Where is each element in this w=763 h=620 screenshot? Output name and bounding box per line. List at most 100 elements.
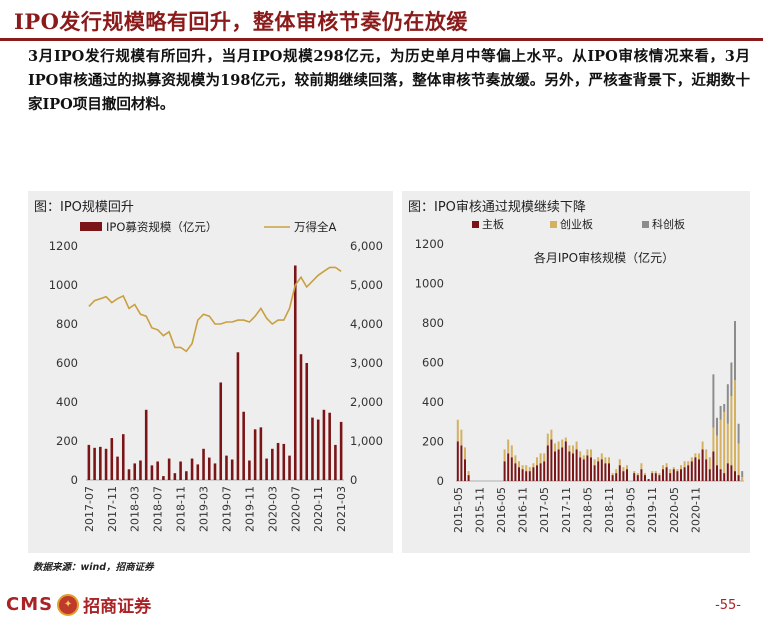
approval-bar-star (719, 405, 722, 420)
approval-bar-chinext (575, 441, 578, 450)
y-tick-label: 2,000 (350, 395, 383, 409)
x-tick-label: 2015-11 (473, 487, 486, 533)
approval-bar-main (665, 467, 668, 481)
y-tick-label: 0 (71, 473, 78, 487)
approval-bar-main (525, 471, 528, 481)
approval-bar-main (597, 461, 600, 481)
approval-bar-chinext (698, 453, 700, 460)
approval-bar-chinext (741, 477, 744, 481)
approval-bar-chinext (737, 443, 740, 476)
y-tick-label: 200 (422, 435, 444, 449)
approval-bar-chinext (464, 447, 466, 460)
approval-bar-chinext (579, 451, 582, 458)
x-tick-label: 2020-11 (689, 487, 702, 533)
x-tick-label: 2018-05 (581, 487, 594, 533)
approval-bar-main (590, 457, 592, 481)
logo-text: CMS (6, 594, 54, 615)
approval-bar-main (647, 479, 650, 481)
chart-subtitle: 各月IPO审核规模（亿元） (534, 250, 674, 265)
y-tick-label: 600 (56, 356, 78, 370)
approval-bar-main (557, 449, 560, 481)
data-source: 数据来源：wind，招商证券 (33, 562, 154, 573)
ipo-bar (104, 448, 108, 480)
x-tick-label: 2017-11 (106, 486, 119, 532)
x-tick-label: 2018-03 (129, 486, 142, 532)
approval-bar-main (561, 447, 564, 481)
ipo-bar (87, 444, 91, 480)
ipo-bar (179, 461, 182, 480)
company-logo: CMS ✦ 招商证券 (6, 592, 151, 617)
approval-bar-chinext (622, 467, 625, 472)
ipo-bar (242, 411, 245, 480)
y-tick-label: 600 (422, 356, 444, 370)
approval-bar-main (672, 469, 675, 481)
y-tick-label: 1000 (49, 278, 78, 292)
approval-bar-main (546, 445, 549, 481)
ipo-bar (127, 469, 131, 480)
ipo-scale-chart-panel: 图：IPO规模回升 IPO募资规模（亿元） 万得全A 0 200 400 600 800 10… (28, 191, 393, 553)
approval-bar-main (532, 467, 535, 481)
ipo-approval-chart-panel: 图：IPO审核通过规模继续下降 主板 创业板 科创板 各月IPO审核规模（亿元） 0 20… (402, 191, 750, 553)
approval-bar-chinext (593, 459, 596, 466)
approval-bar-chinext (730, 396, 733, 466)
approval-bar-chinext (564, 437, 567, 442)
approval-bar-main (690, 461, 693, 481)
ipo-bar (213, 463, 217, 480)
approval-bar-chinext (525, 465, 528, 472)
ipo-bar (121, 434, 125, 480)
approval-bar-chinext (572, 445, 574, 454)
approval-bar-main (698, 459, 700, 481)
x-tick-label: 2019-11 (243, 486, 256, 532)
approval-bar-main (507, 453, 510, 481)
approval-bar-main (521, 469, 524, 481)
approval-bar-main (719, 469, 722, 481)
x-tick-label: 2017-11 (560, 487, 573, 533)
ipo-bar (150, 465, 154, 480)
approval-bar-chinext (705, 449, 708, 460)
legend-label: IPO募资规模（亿元） (106, 220, 217, 234)
x-tick-label: 2020-07 (289, 486, 302, 532)
approval-bar-main (564, 441, 567, 481)
ipo-bar (282, 443, 286, 480)
y-tick-label: 1200 (49, 239, 78, 253)
approval-bar-main (579, 457, 582, 481)
approval-bar-chinext (723, 411, 726, 474)
ipo-bar (265, 458, 268, 480)
approval-bar-chinext (456, 419, 459, 442)
approval-bar-chinext (654, 471, 657, 474)
ipo-bar (167, 458, 171, 480)
approval-bar-main (618, 465, 621, 481)
approval-bar-chinext (716, 435, 718, 466)
approval-bar-main (615, 473, 618, 481)
approval-bar-chinext (554, 443, 556, 452)
approval-bar-main (705, 459, 708, 481)
approval-bar-main (654, 473, 657, 481)
approval-bar-chinext (633, 471, 636, 474)
ipo-bar (293, 265, 297, 480)
y-tick-label: 400 (422, 395, 444, 409)
approval-bar-main (626, 469, 628, 481)
ipo-bar (334, 444, 337, 480)
x-tick-label: 2020-11 (312, 486, 325, 532)
ipo-bar (139, 460, 142, 480)
approval-bar-main (604, 463, 607, 481)
approval-bar-main (575, 449, 578, 481)
approval-bar-chinext (615, 469, 618, 474)
approval-bar-main (543, 461, 546, 481)
approval-bar-star (716, 417, 718, 436)
y-tick-label: 400 (56, 395, 78, 409)
x-tick-label: 2021-03 (335, 486, 348, 532)
legend-label: 科创板 (652, 217, 685, 231)
approval-bar-main (694, 457, 697, 481)
y-tick-label: 4,000 (350, 317, 383, 331)
y-tick-label: 200 (56, 434, 78, 448)
approval-bar-main (723, 473, 726, 481)
approval-bar-chinext (665, 463, 668, 468)
approval-bar-star (712, 374, 715, 428)
chart-title: 图：IPO审核通过规模继续下降 (408, 200, 586, 215)
ipo-bar (190, 458, 194, 480)
approval-bar-chinext (640, 463, 643, 470)
approval-bar-chinext (550, 429, 553, 440)
ipo-bar (196, 464, 200, 480)
